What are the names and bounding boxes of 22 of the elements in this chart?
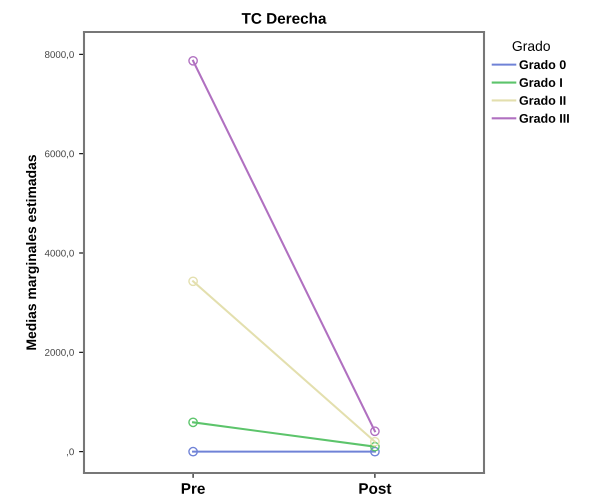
y-tick-label: ,0 [67,448,74,456]
x-tick-label: Post [359,483,392,494]
point [370,436,380,447]
chart-title: TC Derecha [242,12,327,24]
point [188,276,198,286]
y-tick-label: 8000,0 [44,51,74,60]
point [370,446,380,457]
y-tick-label: 2000,0 [45,349,74,358]
x-tick-label: Pre [182,483,205,494]
point [370,442,380,452]
legend-label: Grado III [520,114,569,123]
legend-label: Grado II [520,96,566,105]
y-tick-label: 6000,0 [45,150,74,158]
legend-label: Grado 0 [520,60,566,70]
legend-label: Grado I [520,78,562,88]
point [188,417,198,428]
point [188,56,198,66]
point [188,446,198,457]
y-tick-label: 4000,0 [44,250,74,258]
y-axis-title: Medias marginales estimadas [26,155,39,350]
point [370,426,380,436]
legend-title: Grado [512,40,550,51]
